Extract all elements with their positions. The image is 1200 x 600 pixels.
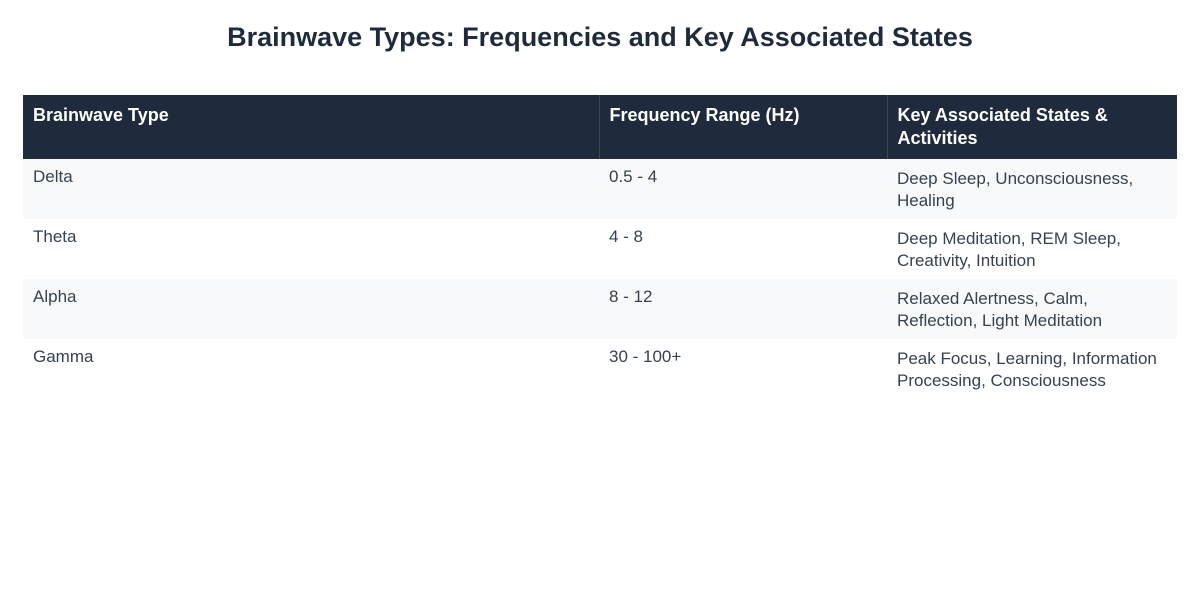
cell-frequency: 30 - 100+ — [609, 347, 682, 366]
table-row: Delta 0.5 - 4 Deep Sleep, Unconsciousnes… — [23, 159, 1177, 219]
table-row: Theta 4 - 8 Deep Meditation, REM Sleep, … — [23, 219, 1177, 279]
column-header-type: Brainwave Type — [23, 95, 600, 159]
cell-states: Deep Meditation, REM Sleep, Creativity, … — [897, 229, 1121, 270]
cell-type: Delta — [33, 167, 73, 186]
cell-type: Theta — [33, 227, 77, 246]
cell-type: Alpha — [33, 287, 77, 306]
brainwave-table-container: Brainwave Type Frequency Range (Hz) Key … — [23, 95, 1177, 399]
column-header-frequency: Frequency Range (Hz) — [599, 95, 888, 159]
table-row: Gamma 30 - 100+ Peak Focus, Learning, In… — [23, 339, 1177, 399]
cell-states: Peak Focus, Learning, Information Proces… — [897, 349, 1157, 390]
cell-states: Relaxed Alertness, Calm, Reflection, Lig… — [897, 289, 1103, 330]
table-body: Delta 0.5 - 4 Deep Sleep, Unconsciousnes… — [23, 159, 1177, 399]
header-row: Brainwave Type Frequency Range (Hz) Key … — [23, 95, 1177, 159]
table-row: Alpha 8 - 12 Relaxed Alertness, Calm, Re… — [23, 279, 1177, 339]
cell-type: Gamma — [33, 347, 94, 366]
cell-frequency: 4 - 8 — [609, 227, 644, 246]
cell-frequency: 0.5 - 4 — [609, 167, 658, 186]
page-title: Brainwave Types: Frequencies and Key Ass… — [227, 22, 973, 52]
cell-states: Deep Sleep, Unconsciousness, Healing — [897, 169, 1134, 210]
cell-frequency: 8 - 12 — [609, 287, 653, 306]
brainwave-table: Brainwave Type Frequency Range (Hz) Key … — [23, 95, 1177, 399]
column-header-states: Key Associated States & Activities — [897, 105, 1108, 148]
table-header: Brainwave Type Frequency Range (Hz) Key … — [23, 95, 1177, 159]
